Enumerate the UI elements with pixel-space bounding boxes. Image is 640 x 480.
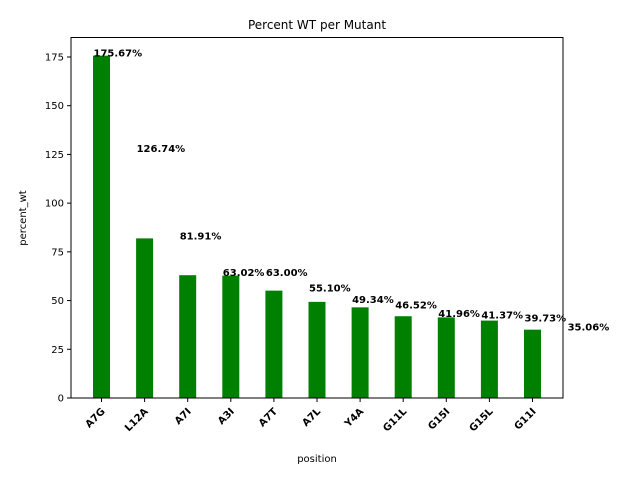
bar bbox=[351, 307, 369, 398]
data-label: 63.02% bbox=[223, 268, 265, 279]
x-tick-label: G15L bbox=[468, 406, 496, 434]
bar bbox=[437, 317, 455, 398]
bar bbox=[179, 275, 197, 398]
bar bbox=[222, 275, 240, 398]
x-tick-label: A7G bbox=[84, 406, 108, 430]
data-label: 81.91% bbox=[180, 231, 222, 242]
x-tick-label: G11I bbox=[513, 406, 539, 432]
bar bbox=[308, 301, 326, 398]
data-label: 41.96% bbox=[438, 309, 480, 320]
y-tick-label: 25 bbox=[51, 345, 64, 356]
x-tick-label: A7L bbox=[300, 406, 323, 429]
data-label: 63.00% bbox=[266, 268, 308, 279]
data-label: 126.74% bbox=[137, 144, 186, 155]
bar bbox=[480, 320, 498, 398]
y-tick-label: 125 bbox=[45, 150, 64, 161]
data-label: 41.37% bbox=[481, 310, 523, 321]
bar bbox=[265, 290, 283, 398]
data-label: 35.06% bbox=[568, 323, 610, 334]
data-label: 55.10% bbox=[309, 284, 351, 295]
data-label: 39.73% bbox=[525, 314, 567, 325]
x-tick-label: G15I bbox=[426, 406, 452, 432]
x-tick-label: A7I bbox=[173, 406, 194, 427]
x-tick-label: A3I bbox=[216, 406, 237, 427]
bar bbox=[93, 55, 110, 398]
y-axis-label: percent_wt bbox=[18, 190, 29, 245]
bars bbox=[93, 55, 541, 398]
x-axis-label: position bbox=[297, 454, 337, 465]
y-axis: 0 25 50 75 100 125 150 175 bbox=[45, 52, 71, 405]
bar bbox=[394, 316, 412, 398]
y-tick-label: 0 bbox=[58, 394, 64, 405]
x-tick-label: Y4A bbox=[342, 406, 366, 430]
x-axis: A7G L12A A7I A3I A7T A7L Y4A G11L G15I G15L G11I bbox=[84, 398, 539, 434]
data-label: 49.34% bbox=[352, 295, 394, 306]
bar bbox=[524, 329, 541, 398]
plot-frame bbox=[70, 37, 564, 399]
y-tick-label: 75 bbox=[51, 247, 64, 258]
data-labels: 175.67% 126.74% 81.91% 63.02% 63.00%55.10%49… bbox=[94, 49, 610, 334]
y-tick-label: 175 bbox=[45, 52, 64, 63]
chart-title: Percent WT per Mutant bbox=[248, 18, 386, 32]
x-tick-label: L12A bbox=[123, 406, 151, 434]
x-tick-label: G11L bbox=[381, 406, 409, 434]
y-tick-label: 150 bbox=[45, 101, 64, 112]
y-tick-label: 50 bbox=[51, 296, 64, 307]
data-label: 175.67% bbox=[94, 49, 143, 60]
x-tick-label: A7T bbox=[257, 406, 280, 429]
data-label: 46.52% bbox=[395, 300, 437, 311]
y-tick-label: 100 bbox=[45, 199, 64, 210]
bar bbox=[136, 238, 154, 398]
